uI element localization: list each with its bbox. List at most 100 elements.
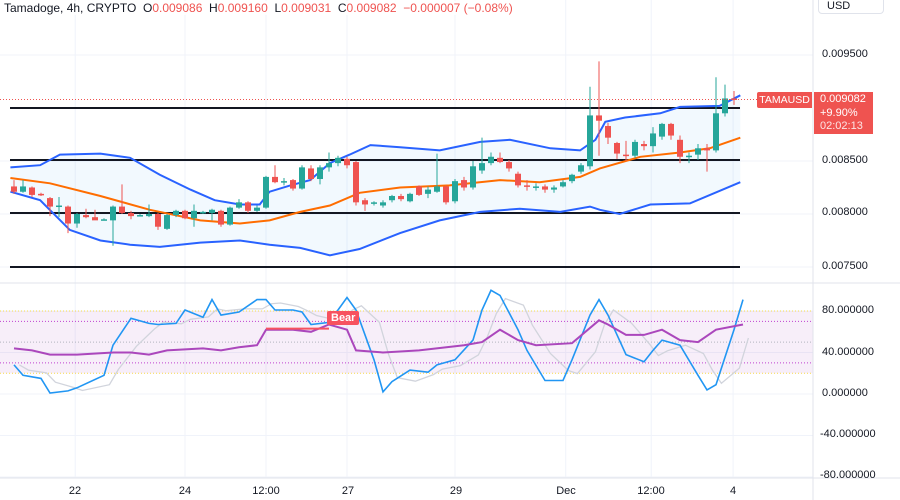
candle-body — [569, 174, 575, 182]
candle — [74, 212, 80, 228]
candle — [236, 199, 242, 209]
candle-body — [461, 180, 467, 188]
high-value: 0.009160 — [217, 1, 268, 15]
candle-body — [83, 215, 89, 218]
candle — [353, 161, 359, 206]
candle — [461, 176, 467, 191]
candle — [515, 171, 521, 188]
candle — [182, 209, 188, 220]
candle — [164, 214, 170, 230]
oscillator-pane[interactable] — [0, 289, 813, 394]
candle — [614, 141, 620, 159]
candle-body — [632, 141, 638, 156]
osc-tick: -40.000000 — [820, 428, 876, 440]
time-tick: Dec — [556, 485, 576, 497]
candle-body — [254, 207, 260, 211]
candle-body — [479, 163, 485, 171]
candle — [83, 208, 89, 219]
candle — [200, 210, 206, 214]
candle — [623, 140, 629, 161]
candle — [398, 193, 404, 202]
candle-body — [722, 98, 728, 114]
symbol-header: Tamadoge, 4h, CRYPTO O0.009086 H0.009160… — [4, 1, 513, 15]
candle — [227, 206, 233, 226]
candle — [488, 152, 494, 166]
bollinger-basis-line — [10, 136, 741, 225]
candle-body — [434, 186, 440, 192]
candle — [173, 209, 179, 218]
candle — [380, 200, 386, 208]
candle — [533, 183, 539, 191]
candle-body — [236, 202, 242, 208]
candle-body — [11, 186, 17, 192]
candle-body — [164, 215, 170, 229]
osc-tick: 0.000000 — [822, 387, 868, 399]
candle — [335, 155, 341, 167]
candle-body — [146, 214, 152, 217]
candle-body — [515, 173, 521, 186]
last-price: 0.009082 — [820, 93, 866, 105]
candle-body — [389, 195, 395, 201]
candle-body — [371, 202, 377, 204]
candle-body — [650, 133, 656, 147]
candle-body — [110, 206, 116, 221]
candle — [146, 204, 152, 218]
time-tick: 4 — [729, 485, 737, 497]
candle-body — [533, 186, 539, 188]
candle — [650, 127, 656, 153]
candle-body — [209, 209, 215, 213]
candle-body — [290, 180, 296, 189]
candle-body — [29, 187, 35, 195]
candle — [29, 186, 35, 198]
candle-body — [272, 176, 278, 183]
candle-body — [56, 205, 62, 208]
candle — [722, 84, 728, 117]
candle-body — [659, 123, 665, 137]
candle-body — [704, 148, 710, 151]
open-label: O — [142, 1, 153, 15]
candle — [254, 205, 260, 212]
candle — [479, 137, 485, 174]
candle — [362, 198, 368, 211]
candle — [569, 173, 575, 184]
candle-body — [317, 167, 323, 180]
candle-body — [443, 186, 449, 203]
candle-body — [731, 98, 737, 100]
price-change-percent: +9.90% — [820, 106, 858, 119]
candle — [470, 161, 476, 190]
candle — [506, 159, 512, 172]
candle-body — [281, 181, 287, 183]
candle-body — [380, 202, 386, 206]
currency-button[interactable]: USD — [818, 0, 884, 14]
candle — [56, 197, 62, 218]
candle — [443, 185, 449, 205]
candle-body — [65, 206, 71, 224]
candle — [137, 214, 143, 217]
candle — [191, 204, 197, 227]
low-value: 0.009031 — [281, 1, 332, 15]
candle — [452, 179, 458, 204]
candle — [587, 86, 593, 170]
candle — [119, 184, 125, 214]
candle-body — [470, 166, 476, 188]
candle-body — [218, 210, 224, 225]
price-pane[interactable] — [0, 61, 757, 268]
osc-tick: 40.000000 — [822, 346, 874, 358]
candle — [38, 192, 44, 196]
candle — [695, 144, 701, 160]
candle-body — [668, 123, 674, 136]
candle — [245, 201, 251, 213]
candle — [659, 122, 665, 140]
candle-body — [425, 189, 431, 194]
candle-body — [551, 187, 557, 190]
candle-body — [542, 186, 548, 190]
candle-body — [605, 126, 611, 138]
candle-body — [587, 115, 593, 167]
candle — [11, 180, 17, 194]
candle — [272, 165, 278, 184]
candle-body — [245, 202, 251, 211]
candle-body — [263, 176, 269, 208]
candle-body — [497, 157, 503, 163]
candle-body — [335, 157, 341, 164]
